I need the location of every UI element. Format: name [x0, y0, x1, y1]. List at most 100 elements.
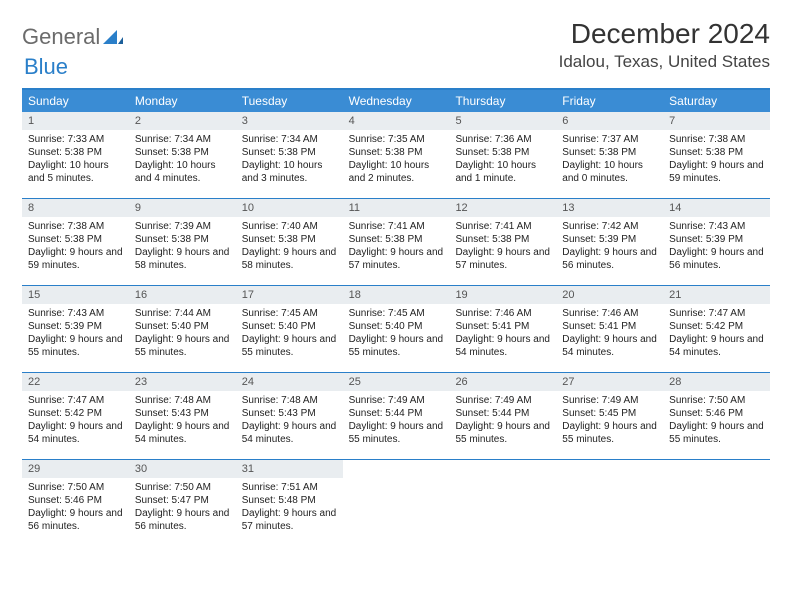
day-cell: 22Sunrise: 7:47 AMSunset: 5:42 PMDayligh… [22, 373, 129, 459]
sunset-text: Sunset: 5:43 PM [135, 407, 230, 420]
day-body: Sunrise: 7:50 AMSunset: 5:46 PMDaylight:… [663, 391, 770, 452]
day-cell: 21Sunrise: 7:47 AMSunset: 5:42 PMDayligh… [663, 286, 770, 372]
day-cell: 2Sunrise: 7:34 AMSunset: 5:38 PMDaylight… [129, 112, 236, 198]
weekday-cell: Tuesday [236, 90, 343, 112]
day-cell: 15Sunrise: 7:43 AMSunset: 5:39 PMDayligh… [22, 286, 129, 372]
day-cell: 12Sunrise: 7:41 AMSunset: 5:38 PMDayligh… [449, 199, 556, 285]
day-number: 14 [663, 199, 770, 217]
sunset-text: Sunset: 5:42 PM [28, 407, 123, 420]
day-body: Sunrise: 7:49 AMSunset: 5:45 PMDaylight:… [556, 391, 663, 452]
daylight-text: Daylight: 9 hours and 57 minutes. [242, 507, 337, 533]
day-body: Sunrise: 7:39 AMSunset: 5:38 PMDaylight:… [129, 217, 236, 278]
daylight-text: Daylight: 9 hours and 59 minutes. [669, 159, 764, 185]
location-subtitle: Idalou, Texas, United States [559, 52, 770, 72]
sunrise-text: Sunrise: 7:33 AM [28, 133, 123, 146]
daylight-text: Daylight: 10 hours and 5 minutes. [28, 159, 123, 185]
day-body: Sunrise: 7:34 AMSunset: 5:38 PMDaylight:… [129, 130, 236, 191]
weekday-cell: Wednesday [343, 90, 450, 112]
sunrise-text: Sunrise: 7:38 AM [28, 220, 123, 233]
day-number: 5 [449, 112, 556, 130]
month-title: December 2024 [559, 18, 770, 50]
sunset-text: Sunset: 5:46 PM [669, 407, 764, 420]
daylight-text: Daylight: 9 hours and 54 minutes. [455, 333, 550, 359]
day-number: 4 [343, 112, 450, 130]
daylight-text: Daylight: 9 hours and 55 minutes. [135, 333, 230, 359]
daylight-text: Daylight: 10 hours and 3 minutes. [242, 159, 337, 185]
sunset-text: Sunset: 5:38 PM [349, 146, 444, 159]
calendar-grid: Sunday Monday Tuesday Wednesday Thursday… [22, 88, 770, 546]
daylight-text: Daylight: 10 hours and 2 minutes. [349, 159, 444, 185]
day-body: Sunrise: 7:43 AMSunset: 5:39 PMDaylight:… [22, 304, 129, 365]
sunset-text: Sunset: 5:38 PM [455, 233, 550, 246]
daylight-text: Daylight: 9 hours and 57 minutes. [349, 246, 444, 272]
sunrise-text: Sunrise: 7:41 AM [455, 220, 550, 233]
sunrise-text: Sunrise: 7:49 AM [349, 394, 444, 407]
sunset-text: Sunset: 5:40 PM [135, 320, 230, 333]
sunrise-text: Sunrise: 7:34 AM [135, 133, 230, 146]
day-cell [663, 460, 770, 546]
day-body: Sunrise: 7:47 AMSunset: 5:42 PMDaylight:… [22, 391, 129, 452]
daylight-text: Daylight: 9 hours and 54 minutes. [135, 420, 230, 446]
daylight-text: Daylight: 9 hours and 54 minutes. [28, 420, 123, 446]
day-body: Sunrise: 7:34 AMSunset: 5:38 PMDaylight:… [236, 130, 343, 191]
sunrise-text: Sunrise: 7:50 AM [135, 481, 230, 494]
day-body: Sunrise: 7:41 AMSunset: 5:38 PMDaylight:… [343, 217, 450, 278]
week-row: 1Sunrise: 7:33 AMSunset: 5:38 PMDaylight… [22, 112, 770, 198]
day-body: Sunrise: 7:45 AMSunset: 5:40 PMDaylight:… [236, 304, 343, 365]
sunrise-text: Sunrise: 7:46 AM [455, 307, 550, 320]
sunrise-text: Sunrise: 7:47 AM [669, 307, 764, 320]
daylight-text: Daylight: 10 hours and 4 minutes. [135, 159, 230, 185]
day-number: 24 [236, 373, 343, 391]
daylight-text: Daylight: 9 hours and 59 minutes. [28, 246, 123, 272]
daylight-text: Daylight: 9 hours and 54 minutes. [669, 333, 764, 359]
day-body: Sunrise: 7:49 AMSunset: 5:44 PMDaylight:… [449, 391, 556, 452]
day-body: Sunrise: 7:41 AMSunset: 5:38 PMDaylight:… [449, 217, 556, 278]
weekday-cell: Monday [129, 90, 236, 112]
day-number: 25 [343, 373, 450, 391]
day-body: Sunrise: 7:35 AMSunset: 5:38 PMDaylight:… [343, 130, 450, 191]
sunset-text: Sunset: 5:48 PM [242, 494, 337, 507]
day-cell: 30Sunrise: 7:50 AMSunset: 5:47 PMDayligh… [129, 460, 236, 546]
day-body: Sunrise: 7:38 AMSunset: 5:38 PMDaylight:… [22, 217, 129, 278]
week-row: 15Sunrise: 7:43 AMSunset: 5:39 PMDayligh… [22, 285, 770, 372]
day-cell: 24Sunrise: 7:48 AMSunset: 5:43 PMDayligh… [236, 373, 343, 459]
daylight-text: Daylight: 9 hours and 55 minutes. [242, 333, 337, 359]
day-cell: 26Sunrise: 7:49 AMSunset: 5:44 PMDayligh… [449, 373, 556, 459]
day-cell [449, 460, 556, 546]
day-body: Sunrise: 7:36 AMSunset: 5:38 PMDaylight:… [449, 130, 556, 191]
day-number: 26 [449, 373, 556, 391]
daylight-text: Daylight: 9 hours and 56 minutes. [562, 246, 657, 272]
day-number: 1 [22, 112, 129, 130]
sunset-text: Sunset: 5:39 PM [28, 320, 123, 333]
sunrise-text: Sunrise: 7:42 AM [562, 220, 657, 233]
day-cell: 6Sunrise: 7:37 AMSunset: 5:38 PMDaylight… [556, 112, 663, 198]
day-number: 27 [556, 373, 663, 391]
day-cell: 13Sunrise: 7:42 AMSunset: 5:39 PMDayligh… [556, 199, 663, 285]
day-number: 28 [663, 373, 770, 391]
sunset-text: Sunset: 5:40 PM [242, 320, 337, 333]
sunset-text: Sunset: 5:46 PM [28, 494, 123, 507]
day-cell: 9Sunrise: 7:39 AMSunset: 5:38 PMDaylight… [129, 199, 236, 285]
day-cell: 8Sunrise: 7:38 AMSunset: 5:38 PMDaylight… [22, 199, 129, 285]
daylight-text: Daylight: 9 hours and 56 minutes. [135, 507, 230, 533]
week-row: 8Sunrise: 7:38 AMSunset: 5:38 PMDaylight… [22, 198, 770, 285]
sunrise-text: Sunrise: 7:47 AM [28, 394, 123, 407]
day-body: Sunrise: 7:37 AMSunset: 5:38 PMDaylight:… [556, 130, 663, 191]
daylight-text: Daylight: 9 hours and 54 minutes. [242, 420, 337, 446]
day-cell [556, 460, 663, 546]
sunrise-text: Sunrise: 7:36 AM [455, 133, 550, 146]
sunset-text: Sunset: 5:43 PM [242, 407, 337, 420]
sunset-text: Sunset: 5:41 PM [562, 320, 657, 333]
sunrise-text: Sunrise: 7:39 AM [135, 220, 230, 233]
daylight-text: Daylight: 10 hours and 1 minute. [455, 159, 550, 185]
sunrise-text: Sunrise: 7:43 AM [669, 220, 764, 233]
day-cell: 7Sunrise: 7:38 AMSunset: 5:38 PMDaylight… [663, 112, 770, 198]
day-cell: 4Sunrise: 7:35 AMSunset: 5:38 PMDaylight… [343, 112, 450, 198]
weekday-cell: Sunday [22, 90, 129, 112]
weeks-container: 1Sunrise: 7:33 AMSunset: 5:38 PMDaylight… [22, 112, 770, 546]
day-body: Sunrise: 7:33 AMSunset: 5:38 PMDaylight:… [22, 130, 129, 191]
brand-logo: General [22, 24, 123, 50]
day-body: Sunrise: 7:47 AMSunset: 5:42 PMDaylight:… [663, 304, 770, 365]
sunset-text: Sunset: 5:41 PM [455, 320, 550, 333]
weekday-cell: Saturday [663, 90, 770, 112]
